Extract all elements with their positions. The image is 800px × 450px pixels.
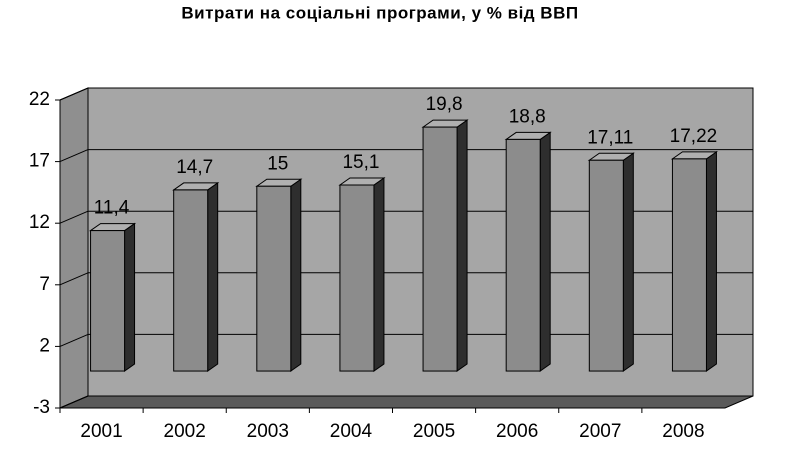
grid-line <box>59 87 89 101</box>
x-tick-label: 2001 <box>80 421 122 442</box>
x-tick-label: 2004 <box>330 421 373 442</box>
y-tick-label: 7 <box>39 274 50 295</box>
data-label: 18,8 <box>509 106 546 127</box>
bar <box>90 230 126 372</box>
x-tick-label: 2006 <box>496 421 538 442</box>
y-tick-label: 22 <box>29 89 50 110</box>
bar-side <box>539 131 551 373</box>
bar-side <box>456 119 468 373</box>
y-tick-label: 12 <box>29 212 50 233</box>
bar <box>422 126 458 372</box>
x-tick-label: 2003 <box>247 421 289 442</box>
data-label: 17,11 <box>587 127 633 148</box>
y-tick-label: 17 <box>29 151 50 172</box>
x-tick-label: 2005 <box>413 421 455 442</box>
bar-side <box>124 222 136 373</box>
side-wall <box>59 87 89 409</box>
bar-side <box>705 150 717 373</box>
y-tick-label: 2 <box>39 335 50 356</box>
bar <box>505 138 541 372</box>
grid-line <box>59 333 89 347</box>
bar-side <box>373 177 385 373</box>
bar <box>256 185 292 372</box>
grid-line <box>59 149 89 163</box>
floor <box>59 395 754 409</box>
data-label: 15 <box>267 153 288 174</box>
data-label: 19,8 <box>426 94 463 115</box>
y-tick-label: -3 <box>33 397 50 418</box>
data-label: 14,7 <box>176 157 213 178</box>
bar <box>339 184 375 372</box>
x-tick-label: 2008 <box>662 421 704 442</box>
chart-title: Витрати на соціальні програми, у % від В… <box>181 3 578 22</box>
data-label: 15,1 <box>342 152 379 173</box>
bar <box>671 158 707 372</box>
bar <box>173 189 209 372</box>
grid-line <box>59 272 89 286</box>
bar-side <box>290 178 302 373</box>
data-label: 17,22 <box>670 126 718 147</box>
data-label: 11,4 <box>94 198 130 219</box>
bar <box>588 159 624 372</box>
bar-side <box>622 152 634 373</box>
x-tick-label: 2007 <box>579 421 621 442</box>
x-tick-label: 2002 <box>164 421 206 442</box>
grid-line <box>59 395 89 409</box>
bar-side <box>207 181 219 373</box>
grid-line <box>59 210 89 224</box>
